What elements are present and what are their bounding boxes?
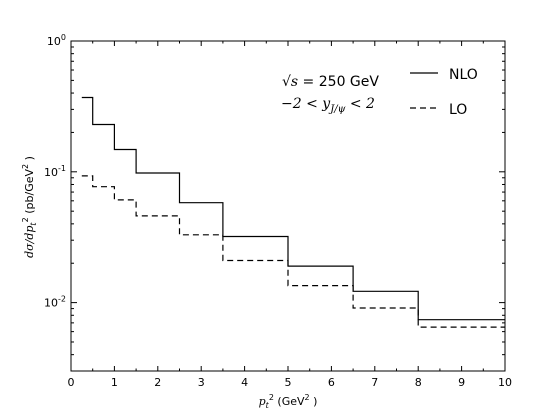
legend-label-lo: LO (449, 102, 467, 118)
x-tick-label: 8 (415, 376, 422, 389)
axis-ticks: 0 1 2 3 4 5 6 7 8 9 10 10-2 10-1 100 (44, 33, 512, 389)
y-tick-label: 100 (47, 33, 66, 48)
x-tick-label: 9 (458, 376, 465, 389)
x-tick-label: 3 (198, 376, 205, 389)
energy-value: 250 (319, 74, 346, 90)
x-tick-label: 7 (371, 376, 378, 389)
legend-label-nlo: NLO (449, 67, 478, 83)
legend: NLO LO (410, 67, 478, 118)
series-line-nlo (81, 96, 505, 321)
x-tick-label: 6 (328, 376, 335, 389)
x-tick-label: 0 (68, 376, 75, 389)
annotation-energy: √s = 250 GeV (282, 74, 379, 90)
x-axis-label: pt2 (GeV2 ) (259, 393, 318, 410)
x-tick-label: 4 (241, 376, 248, 389)
annotation-rapidity: −2 < yJ/ψ < 2 (281, 96, 375, 115)
y-tick-label: 10-1 (44, 164, 66, 179)
y-tick-label: 10-2 (44, 295, 66, 310)
y-axis-label: dσ/dpt2 (pb/GeV2 ) (21, 156, 38, 258)
series-layer (81, 96, 505, 328)
x-tick-label: 1 (111, 376, 118, 389)
plot-frame (70, 40, 506, 372)
sqrt-symbol: √ (282, 74, 291, 90)
x-tick-label: 5 (285, 376, 292, 389)
series-line-lo (81, 175, 505, 328)
x-tick-label: 2 (154, 376, 161, 389)
x-tick-label: 10 (498, 376, 512, 389)
